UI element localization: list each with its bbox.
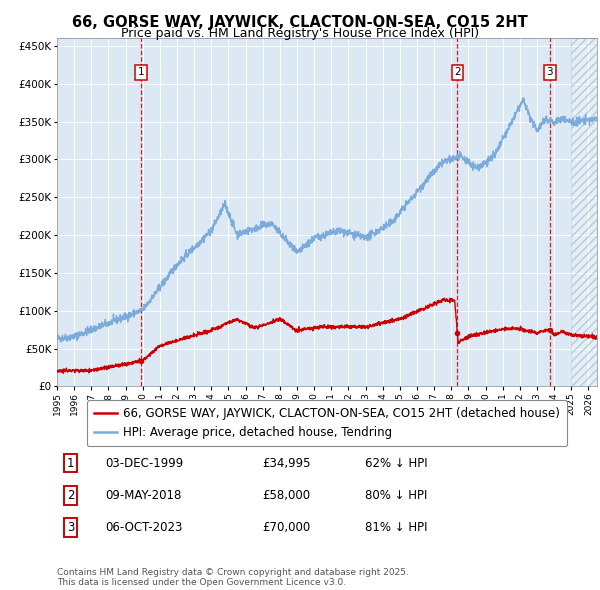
Text: £70,000: £70,000 <box>262 521 310 534</box>
Text: 2: 2 <box>67 489 74 502</box>
Text: 03-DEC-1999: 03-DEC-1999 <box>106 457 184 470</box>
Text: 1: 1 <box>67 457 74 470</box>
Text: 3: 3 <box>67 521 74 534</box>
Text: 81% ↓ HPI: 81% ↓ HPI <box>365 521 427 534</box>
Legend: 66, GORSE WAY, JAYWICK, CLACTON-ON-SEA, CO15 2HT (detached house), HPI: Average : 66, GORSE WAY, JAYWICK, CLACTON-ON-SEA, … <box>87 400 567 447</box>
Text: 3: 3 <box>547 67 553 77</box>
Text: £34,995: £34,995 <box>262 457 311 470</box>
Text: 2: 2 <box>454 67 461 77</box>
Text: Contains HM Land Registry data © Crown copyright and database right 2025.
This d: Contains HM Land Registry data © Crown c… <box>57 568 409 587</box>
Text: Price paid vs. HM Land Registry's House Price Index (HPI): Price paid vs. HM Land Registry's House … <box>121 27 479 40</box>
Text: 09-MAY-2018: 09-MAY-2018 <box>106 489 182 502</box>
Text: 1: 1 <box>138 67 145 77</box>
Text: 62% ↓ HPI: 62% ↓ HPI <box>365 457 427 470</box>
Text: 06-OCT-2023: 06-OCT-2023 <box>106 521 183 534</box>
Text: 66, GORSE WAY, JAYWICK, CLACTON-ON-SEA, CO15 2HT: 66, GORSE WAY, JAYWICK, CLACTON-ON-SEA, … <box>72 15 528 30</box>
Text: 80% ↓ HPI: 80% ↓ HPI <box>365 489 427 502</box>
Text: £58,000: £58,000 <box>262 489 310 502</box>
